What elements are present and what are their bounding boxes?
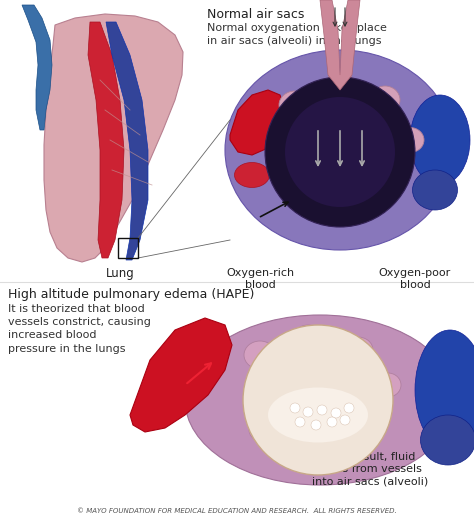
Ellipse shape bbox=[185, 315, 455, 485]
Circle shape bbox=[340, 415, 350, 425]
Polygon shape bbox=[230, 90, 285, 155]
Polygon shape bbox=[88, 22, 124, 258]
Text: As a result, fluid
leaks from vessels
into air sacs (alveoli): As a result, fluid leaks from vessels in… bbox=[312, 452, 428, 487]
Ellipse shape bbox=[279, 91, 311, 119]
Polygon shape bbox=[320, 0, 360, 90]
Text: Lung: Lung bbox=[106, 267, 134, 280]
Ellipse shape bbox=[410, 95, 470, 185]
Ellipse shape bbox=[358, 410, 386, 434]
Ellipse shape bbox=[285, 172, 315, 198]
Circle shape bbox=[265, 77, 415, 227]
Ellipse shape bbox=[415, 330, 474, 450]
Ellipse shape bbox=[244, 341, 276, 369]
Ellipse shape bbox=[412, 170, 457, 210]
Ellipse shape bbox=[420, 415, 474, 465]
Circle shape bbox=[317, 405, 327, 415]
Polygon shape bbox=[22, 5, 52, 130]
Text: Normal air sacs: Normal air sacs bbox=[207, 8, 304, 21]
Polygon shape bbox=[44, 14, 183, 262]
Ellipse shape bbox=[225, 50, 455, 250]
Ellipse shape bbox=[249, 418, 279, 442]
Ellipse shape bbox=[268, 388, 368, 443]
Text: Oxygen-poor
blood: Oxygen-poor blood bbox=[379, 268, 451, 291]
Ellipse shape bbox=[293, 325, 323, 351]
Ellipse shape bbox=[343, 337, 373, 363]
Ellipse shape bbox=[396, 128, 424, 153]
Text: Oxygen-rich
blood: Oxygen-rich blood bbox=[226, 268, 294, 291]
Circle shape bbox=[285, 97, 395, 207]
Ellipse shape bbox=[375, 373, 401, 397]
Circle shape bbox=[303, 407, 313, 417]
Text: It is theorized that blood
vessels constrict, causing
increased blood
pressure i: It is theorized that blood vessels const… bbox=[8, 304, 151, 353]
Polygon shape bbox=[106, 22, 148, 260]
Circle shape bbox=[290, 403, 300, 413]
Circle shape bbox=[311, 420, 321, 430]
Ellipse shape bbox=[370, 86, 400, 114]
Bar bbox=[118, 238, 138, 258]
Text: Normal oxygenation takes place
in air sacs (alveoli) in the lungs: Normal oxygenation takes place in air sa… bbox=[207, 23, 387, 46]
Text: © MAYO FOUNDATION FOR MEDICAL EDUCATION AND RESEARCH.  ALL RIGHTS RESERVED.: © MAYO FOUNDATION FOR MEDICAL EDUCATION … bbox=[77, 508, 397, 514]
Circle shape bbox=[327, 417, 337, 427]
Circle shape bbox=[295, 417, 305, 427]
Circle shape bbox=[331, 408, 341, 418]
Ellipse shape bbox=[376, 166, 404, 190]
Ellipse shape bbox=[235, 162, 270, 187]
Circle shape bbox=[344, 403, 354, 413]
Polygon shape bbox=[130, 318, 232, 432]
Text: High altitude pulmonary edema (HAPE): High altitude pulmonary edema (HAPE) bbox=[8, 288, 255, 301]
Circle shape bbox=[243, 325, 393, 475]
Ellipse shape bbox=[325, 73, 355, 98]
